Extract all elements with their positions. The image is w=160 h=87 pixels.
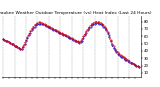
Title: Milwaukee Weather Outdoor Temperature (vs) Heat Index (Last 24 Hours): Milwaukee Weather Outdoor Temperature (v… <box>0 11 152 15</box>
